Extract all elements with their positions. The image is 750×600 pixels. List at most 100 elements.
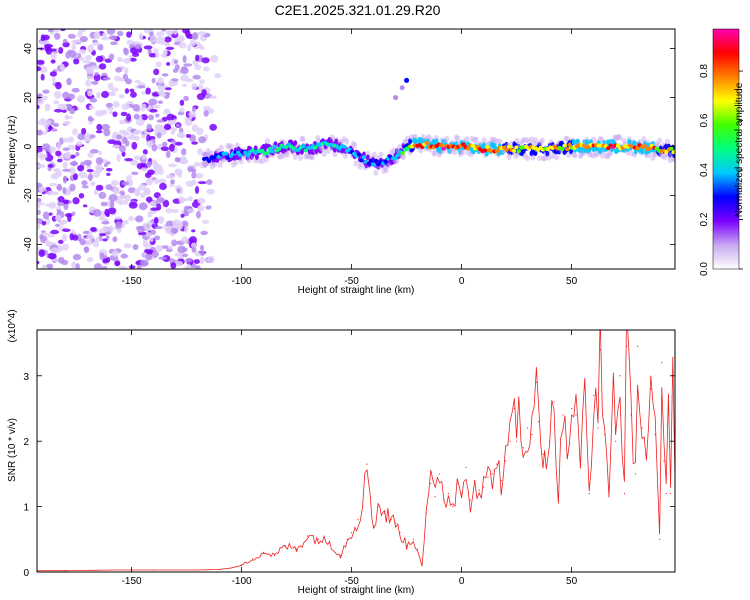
noise-speckle xyxy=(120,253,128,259)
ridge-halo xyxy=(473,136,479,143)
ridge-core xyxy=(235,150,241,155)
noise-speckle xyxy=(137,184,146,191)
snr-point xyxy=(406,545,408,547)
noise-speckle xyxy=(95,164,103,171)
noise-speckle xyxy=(194,185,200,194)
noise-speckle xyxy=(39,233,44,240)
noise-speckle xyxy=(123,243,132,249)
noise-speckle xyxy=(96,91,101,99)
snr-frame xyxy=(36,329,676,573)
snr-point xyxy=(469,499,471,501)
snr-point xyxy=(619,375,621,377)
ridge-halo xyxy=(309,154,315,161)
snr-point xyxy=(549,440,551,442)
ridge-halo xyxy=(344,138,350,145)
snr-point xyxy=(373,525,375,527)
noise-speckle xyxy=(111,144,121,149)
noise-speckle xyxy=(64,114,70,120)
noise-speckle xyxy=(179,99,185,106)
ridge-halo xyxy=(233,159,239,166)
noise-speckle xyxy=(103,128,111,137)
ridge-core xyxy=(361,155,367,160)
noise-speckle xyxy=(199,256,205,265)
noise-speckle xyxy=(121,151,126,157)
noise-speckle xyxy=(77,165,85,172)
snr-point xyxy=(599,349,601,351)
noise-speckle xyxy=(69,233,74,241)
noise-speckle xyxy=(122,131,130,136)
ridge-halo xyxy=(542,155,548,162)
colorbar-tick-label: 0.2 xyxy=(699,212,710,226)
noise-speckle xyxy=(161,245,169,249)
noise-speckle xyxy=(129,57,137,62)
spectrogram-y-ticks: -40 -20 0 20 40 xyxy=(23,43,675,252)
noise-speckle xyxy=(145,87,151,95)
noise-speckle xyxy=(118,94,125,99)
noise-speckle xyxy=(119,119,126,125)
noise-speckle xyxy=(207,255,215,264)
snr-point xyxy=(230,567,232,569)
noise-speckle xyxy=(138,82,146,87)
noise-speckle xyxy=(139,259,149,267)
ridge-core xyxy=(223,151,229,156)
noise-speckle xyxy=(75,263,80,269)
noise-speckle xyxy=(105,212,110,218)
ridge-halo xyxy=(412,133,418,140)
noise-speckle xyxy=(112,236,118,243)
noise-speckle xyxy=(157,84,162,90)
noise-speckle xyxy=(174,252,183,257)
noise-speckle xyxy=(117,30,124,37)
noise-speckle xyxy=(155,113,160,118)
noise-speckle xyxy=(105,167,113,172)
snr-point xyxy=(487,476,489,478)
noise-speckle xyxy=(93,31,101,40)
noise-speckle xyxy=(122,57,131,64)
noise-speckle xyxy=(62,147,70,151)
noise-speckle xyxy=(146,123,153,131)
snr-point xyxy=(478,489,480,491)
noise-speckle xyxy=(99,252,105,261)
noise-speckle xyxy=(138,202,148,210)
noise-speckle xyxy=(140,133,147,139)
noise-speckle xyxy=(169,183,175,188)
noise-speckle xyxy=(59,63,65,69)
noise-speckle xyxy=(134,188,141,196)
noise-speckle xyxy=(206,179,213,185)
noise-speckle xyxy=(158,256,167,260)
noise-speckle xyxy=(37,66,42,72)
noise-speckle xyxy=(72,197,80,205)
noise-speckle xyxy=(197,197,206,204)
noise-speckle xyxy=(210,95,217,100)
noise-speckle xyxy=(114,260,121,267)
ridge-core xyxy=(373,158,379,163)
noise-speckle xyxy=(102,238,108,242)
noise-speckle xyxy=(153,216,159,225)
snr-point xyxy=(377,505,379,508)
noise-speckle xyxy=(195,211,201,219)
snr-point xyxy=(461,492,463,495)
ridge-halo xyxy=(432,149,438,156)
noise-speckle xyxy=(51,76,56,83)
noise-speckle xyxy=(140,114,148,121)
noise-speckle xyxy=(62,176,68,184)
noise-speckle xyxy=(142,149,148,155)
noise-speckle xyxy=(135,215,144,223)
noise-speckle xyxy=(37,197,42,203)
noise-speckle xyxy=(157,90,164,96)
snr-point xyxy=(535,381,538,383)
noise-speckle xyxy=(185,258,193,263)
snr-point xyxy=(434,496,436,498)
ridge-core xyxy=(206,158,212,163)
noise-speckle xyxy=(167,119,177,125)
snr-point xyxy=(670,492,672,495)
noise-speckle xyxy=(156,36,162,45)
snr-point xyxy=(522,447,524,449)
chart-title: C2E1.2025.321.01.29.R20 xyxy=(274,2,441,18)
ridge-halo xyxy=(529,136,535,143)
snr-point xyxy=(252,558,254,560)
noise-speckle xyxy=(180,213,185,218)
noise-speckle xyxy=(71,261,77,269)
noise-speckle xyxy=(123,47,129,56)
colorbar: 0.0 0.2 0.4 0.6 0.8 Normalized spectral ampl… xyxy=(699,28,745,276)
noise-speckle xyxy=(48,182,58,187)
